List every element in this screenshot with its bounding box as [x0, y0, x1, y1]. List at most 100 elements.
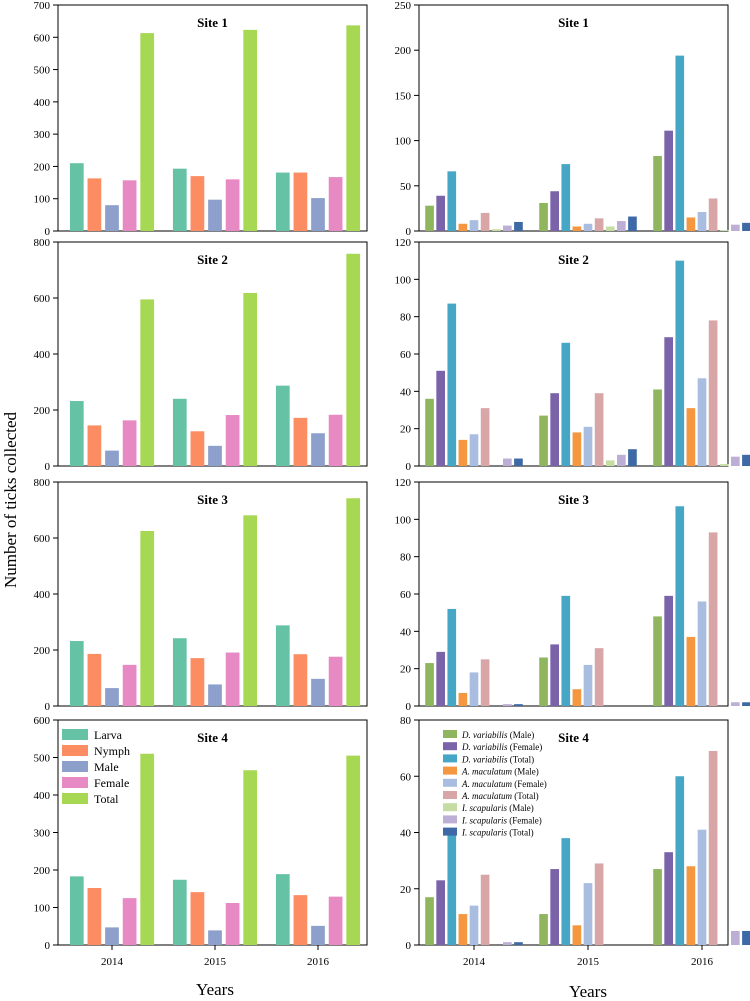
legend-label: Nymph: [94, 744, 130, 758]
y-tick-label: 600: [34, 32, 51, 44]
bar-larva-2015: [172, 168, 187, 231]
bar-a-maculatum-male--2014: [458, 223, 468, 231]
y-tick-label: 400: [34, 97, 51, 109]
bar-male-2016: [311, 678, 325, 706]
bar-larva-2014: [69, 876, 84, 945]
y-tick-label: 60: [400, 589, 412, 601]
y-tick-label: 100: [395, 274, 412, 286]
legend-group: (Female): [508, 742, 543, 752]
bar-female-2016: [328, 414, 343, 466]
y-tick-label: 20: [400, 424, 412, 436]
legend-swatch: [443, 827, 457, 836]
bar-d-variabilis-male--2014: [425, 897, 434, 945]
bar-male-2015: [208, 930, 222, 945]
chart-panel-right-site3: Site 3 0 20 40 60 80 100 120: [395, 477, 750, 713]
bar-total-2015: [243, 292, 258, 466]
bar-a-maculatum-male--2016: [686, 866, 696, 945]
y-tick-label: 0: [406, 701, 412, 713]
bar-d-variabilis-total--2016: [675, 506, 685, 706]
y-tick-label: 20: [400, 664, 412, 676]
legend-swatch: [443, 778, 457, 787]
bar-d-variabilis-female--2016: [664, 595, 673, 706]
bar-nymph-2016: [293, 172, 308, 231]
y-tick-label: 0: [45, 226, 51, 238]
bar-female-2015: [225, 903, 240, 945]
bar-a-maculatum-female--2015: [583, 664, 593, 706]
bar-a-maculatum-total--2016: [708, 532, 718, 706]
bar-i-scapularis-male--2014: [491, 229, 501, 231]
bar-i-scapularis-female--2016: [731, 456, 740, 466]
bar-d-variabilis-female--2014: [436, 370, 445, 466]
bar-a-maculatum-total--2015: [594, 218, 604, 231]
bar-i-scapularis-male--2015: [605, 460, 615, 466]
y-tick-label: 250: [395, 0, 412, 12]
bar-i-scapularis-female--2014: [503, 225, 512, 231]
bar-i-scapularis-female--2014: [503, 704, 512, 706]
legend-label: D. variabilis (Total): [461, 754, 534, 764]
y-tick-label: 400: [34, 790, 51, 802]
bar-a-maculatum-male--2014: [458, 692, 468, 706]
bar-total-2014: [140, 299, 155, 466]
bar-a-maculatum-total--2014: [480, 874, 490, 945]
legend-swatch: [443, 730, 457, 738]
bar-i-scapularis-male--2016: [719, 464, 729, 466]
bar-larva-2016: [275, 172, 290, 231]
bar-total-2015: [243, 515, 258, 706]
bar-a-maculatum-male--2016: [686, 636, 696, 706]
bar-i-scapularis-total--2016: [742, 454, 750, 466]
x-tick-label: 2014: [101, 956, 124, 968]
bar-d-variabilis-male--2015: [539, 202, 548, 231]
bar-total-2014: [140, 753, 155, 945]
legend-swatch: [62, 793, 88, 804]
bar-a-maculatum-female--2016: [697, 829, 707, 945]
legend-group: (Male): [512, 767, 539, 777]
bar-d-variabilis-male--2015: [539, 415, 548, 466]
bar-d-variabilis-female--2015: [550, 869, 559, 945]
x-axis-label-left: Years: [196, 980, 234, 999]
bar-d-variabilis-male--2015: [539, 657, 548, 706]
legend-label: A. maculatum (Male): [461, 767, 539, 777]
legend: D. variabilis (Male)D. variabilis (Femal…: [443, 730, 547, 838]
bar-larva-2015: [172, 638, 187, 706]
bar-total-2016: [346, 755, 361, 945]
bar-d-variabilis-female--2014: [436, 880, 445, 945]
bar-i-scapularis-total--2014: [514, 704, 523, 706]
panel-frame: [57, 4, 368, 232]
bar-d-variabilis-total--2014: [447, 303, 457, 466]
legend-species: D. variabilis: [461, 754, 508, 764]
legend-swatch: [62, 729, 88, 740]
y-tick-label: 40: [400, 386, 412, 398]
x-axis-label-right: Years: [569, 982, 607, 1001]
legend-label: I. scapularis (Male): [461, 803, 534, 813]
bar-female-2015: [225, 652, 240, 706]
bar-nymph-2016: [293, 654, 308, 706]
bar-i-scapularis-total--2014: [514, 942, 523, 945]
bar-i-scapularis-total--2014: [514, 221, 523, 231]
y-tick-label: 800: [34, 477, 51, 489]
chart-panel-right-site2: Site 2 0 20 40 60 80 100 120: [395, 237, 750, 473]
bar-a-maculatum-male--2015: [572, 925, 582, 945]
y-tick-label: 600: [34, 533, 51, 545]
legend-species: I. scapularis: [461, 815, 507, 825]
panel-title: Site 3: [558, 492, 589, 507]
bar-i-scapularis-female--2016: [731, 930, 740, 945]
bar-male-2015: [208, 684, 222, 706]
bar-a-maculatum-female--2015: [583, 883, 593, 945]
chart-panel-right-site4: Site 4 0 20 40 60 80 2014 2015 2016 D. variabilis…: [400, 715, 750, 968]
bar-a-maculatum-female--2016: [697, 212, 707, 231]
y-tick-label: 80: [400, 312, 412, 324]
chart-panel-left-site3: Site 3 0 200 400 600 800: [34, 477, 368, 713]
legend-label: I. scapularis (Female): [461, 815, 542, 825]
legend-swatch: [62, 745, 88, 756]
bar-d-variabilis-female--2016: [664, 130, 673, 231]
y-tick-label: 200: [34, 865, 51, 877]
bar-d-variabilis-male--2016: [653, 155, 662, 231]
x-tick-label: 2015: [577, 956, 600, 968]
bar-nymph-2014: [87, 178, 102, 231]
bar-male-2014: [105, 205, 119, 231]
y-tick-label: 200: [34, 161, 51, 173]
legend-species: I. scapularis: [461, 828, 507, 838]
bar-i-scapularis-female--2016: [731, 224, 740, 231]
x-tick-label: 2014: [463, 956, 486, 968]
